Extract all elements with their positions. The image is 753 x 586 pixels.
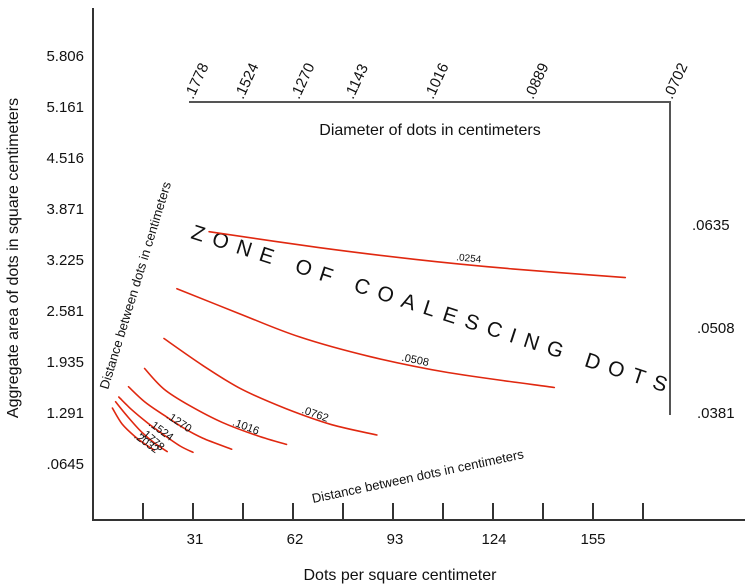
zone-label: ZONE OF COALESCING DOTS (188, 221, 678, 400)
y-tick-label: 1.291 (46, 405, 84, 422)
series-labels: .0254.0508.0762.1016.1270.1524.1778.2032 (132, 252, 482, 456)
series-line (118, 396, 194, 454)
top-axis-title: Diameter of dots in centimeters (319, 122, 540, 139)
top-tick-label: .1524 (231, 60, 262, 101)
diagonal-label-bottom: Distance between dots in centimeters (311, 446, 526, 506)
y-tick-label: .0645 (46, 456, 84, 473)
series-line (208, 230, 627, 279)
top-tick-label: .0889 (521, 60, 552, 101)
x-tick-label: 31 (187, 531, 204, 548)
series-curves (111, 230, 627, 454)
series-line (111, 407, 156, 451)
y-tick-label: 2.581 (46, 303, 84, 320)
top-tick-labels: .1778 .1524 .1270 .1143 .1016 .0889 .070… (181, 60, 691, 101)
right-tick-label: .0381 (697, 405, 735, 422)
right-tick-label: .0635 (692, 217, 730, 234)
x-tick-labels: 31 62 93 124 155 (187, 531, 606, 548)
top-tick-label: .1143 (341, 61, 372, 101)
y-tick-label: 1.935 (46, 354, 84, 371)
series-label: .1016 (231, 417, 261, 438)
series-label: .0508 (401, 352, 430, 369)
x-axis-title: Dots per square centimeter (304, 567, 498, 584)
x-tick-marks (142, 503, 644, 520)
y-tick-label: 5.806 (46, 48, 84, 65)
x-tick-label: 93 (387, 531, 404, 548)
x-tick-label: 62 (287, 531, 304, 548)
diameter-frame (189, 101, 671, 415)
right-tick-labels: .0635 .0508 .0381 (692, 217, 735, 422)
top-tick-label: .1016 (421, 60, 452, 101)
y-tick-label: 5.161 (46, 99, 84, 116)
y-tick-labels: 5.806 5.161 4.516 3.871 3.225 2.581 1.93… (46, 48, 84, 473)
series-label: .0762 (300, 404, 330, 424)
series-line (143, 367, 288, 446)
x-tick-label: 124 (481, 531, 506, 548)
diagonal-label-left: Distance between dots in centimeters (97, 179, 175, 390)
y-tick-label: 4.516 (46, 150, 84, 167)
top-tick-label: .1778 (181, 60, 212, 101)
series-line (176, 287, 556, 389)
y-tick-label: 3.225 (46, 252, 84, 269)
right-tick-label: .0508 (697, 320, 735, 337)
top-tick-label: .0702 (660, 60, 691, 101)
series-line (127, 385, 233, 450)
y-axis-title: Aggregate area of dots in square centime… (5, 98, 22, 418)
y-tick-label: 3.871 (46, 201, 84, 218)
top-tick-label: .1270 (287, 60, 318, 101)
series-line (114, 400, 168, 453)
series-line (163, 337, 378, 436)
x-tick-label: 155 (580, 531, 605, 548)
series-label: .0254 (456, 252, 482, 265)
